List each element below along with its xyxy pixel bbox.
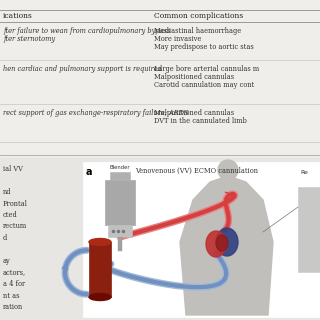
Text: a: a [86, 167, 92, 177]
Ellipse shape [89, 238, 111, 245]
Bar [108, 225, 132, 237]
Text: cted: cted [3, 211, 18, 219]
Text: rectum: rectum [3, 222, 27, 230]
Text: Re: Re [300, 170, 308, 175]
Text: Malpositioned cannulas: Malpositioned cannulas [154, 73, 235, 81]
Text: DVT in the cannulated limb: DVT in the cannulated limb [154, 117, 247, 125]
Bar [83, 162, 320, 317]
Bar [89, 242, 111, 297]
Text: a 4 for: a 4 for [3, 280, 25, 288]
Bar [110, 172, 130, 180]
Ellipse shape [216, 235, 228, 251]
Bar [298, 187, 320, 272]
Bar [118, 237, 122, 251]
Ellipse shape [206, 231, 226, 257]
Ellipse shape [216, 228, 238, 256]
Text: fter sternotomy: fter sternotomy [3, 35, 55, 43]
Circle shape [218, 160, 238, 180]
Polygon shape [180, 176, 273, 315]
Text: ications: ications [3, 12, 33, 20]
Bar [105, 180, 135, 225]
Text: ration: ration [3, 303, 23, 311]
Text: Venovenous (VV) ECMO cannulation: Venovenous (VV) ECMO cannulation [135, 167, 258, 175]
Text: May predispose to aortic stas: May predispose to aortic stas [154, 43, 254, 51]
Text: d: d [3, 234, 7, 242]
Text: More invasive: More invasive [154, 35, 202, 43]
Text: Mediastinal haemorrhage: Mediastinal haemorrhage [154, 27, 242, 35]
Text: Large bore arterial cannulas m: Large bore arterial cannulas m [154, 65, 260, 73]
Text: Frontal: Frontal [3, 199, 28, 207]
Text: fter failure to wean from cardiopulmonary bypass: fter failure to wean from cardiopulmonar… [3, 27, 170, 35]
Text: actors,: actors, [3, 268, 26, 276]
Text: Common complications: Common complications [154, 12, 244, 20]
Text: nd: nd [3, 188, 12, 196]
Text: Blender: Blender [110, 165, 130, 170]
Text: ay: ay [3, 257, 11, 265]
Text: nt as: nt as [3, 292, 20, 300]
Text: Malpositioned cannulas: Malpositioned cannulas [154, 109, 235, 117]
Bar [0, 0, 320, 160]
Text: Carotid cannulation may cont: Carotid cannulation may cont [154, 81, 255, 89]
Text: hen cardiac and pulmonary support is required: hen cardiac and pulmonary support is req… [3, 65, 162, 73]
Bar [0, 158, 320, 320]
Text: rect support of gas exchange-respiratory failure; ARDS: rect support of gas exchange-respiratory… [3, 109, 188, 117]
Ellipse shape [89, 293, 111, 300]
Text: ial VV: ial VV [3, 165, 23, 173]
